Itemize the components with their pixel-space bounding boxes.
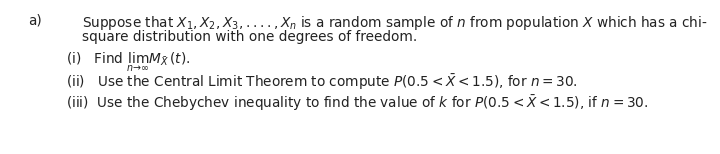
Text: (iii)  Use the Chebychev inequality to find the value of $k$ for $P(0.5 < \bar{X: (iii) Use the Chebychev inequality to fi… (66, 93, 648, 113)
Text: (i)   Find $\lim_{n\to\infty} M_{\bar{X}}(t)$.: (i) Find $\lim_{n\to\infty} M_{\bar{X}}(… (66, 51, 190, 74)
Text: square distribution with one degrees of freedom.: square distribution with one degrees of … (82, 30, 418, 44)
Text: (ii)   Use the Central Limit Theorem to compute $P(0.5 < \bar{X} < 1.5)$, for $n: (ii) Use the Central Limit Theorem to co… (66, 72, 577, 92)
Text: Suppose that $X_1, X_2, X_3,....,X_n$ is a random sample of $n$ from population : Suppose that $X_1, X_2, X_3,....,X_n$ is… (82, 14, 708, 32)
Text: a): a) (28, 14, 42, 28)
